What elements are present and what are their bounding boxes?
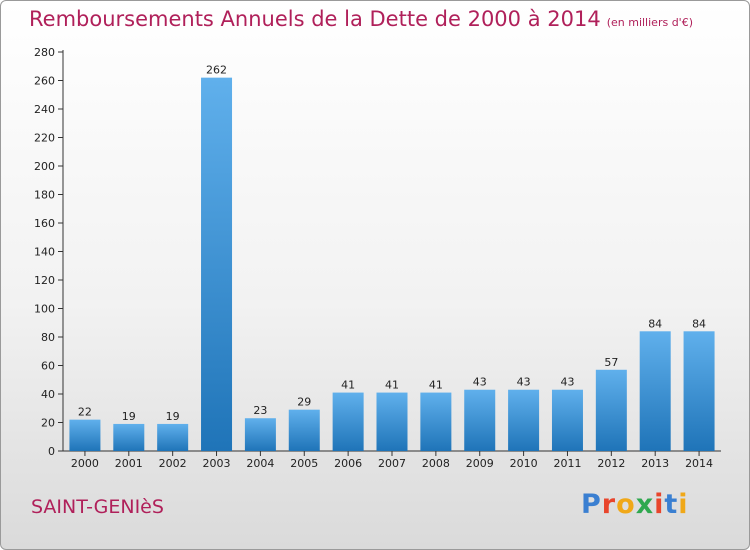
x-tick-label: 2010	[510, 457, 538, 470]
y-tick-label: 100	[34, 303, 55, 316]
y-tick-label: 260	[34, 75, 55, 88]
data-label-2002: 19	[166, 410, 180, 423]
x-tick-label: 2008	[422, 457, 450, 470]
data-label-2006: 41	[341, 379, 355, 392]
data-label-2014: 84	[692, 317, 706, 330]
data-label-2011: 43	[560, 376, 574, 389]
bar-2000	[69, 419, 101, 451]
logo-letter: P	[581, 489, 602, 520]
y-tick-label: 40	[41, 388, 55, 401]
y-tick-label: 160	[34, 217, 55, 230]
y-tick-label: 220	[34, 132, 55, 145]
logo-letter: t	[664, 489, 679, 520]
y-tick-label: 180	[34, 189, 55, 202]
x-tick-label: 2011	[553, 457, 581, 470]
x-tick-label: 2007	[378, 457, 406, 470]
x-tick-label: 2009	[466, 457, 494, 470]
x-tick-label: 2013	[641, 457, 669, 470]
logo-letter: i	[678, 489, 689, 520]
data-label-2003: 262	[206, 64, 227, 77]
x-tick-label: 2014	[685, 457, 713, 470]
y-tick-label: 80	[41, 331, 55, 344]
data-labels: 22 19 19 262 23 29 41 41 41 43 43 43 57 84 84	[78, 64, 706, 423]
bar-2013	[639, 331, 671, 451]
y-tick-label: 140	[34, 246, 55, 259]
bar-2005	[288, 409, 320, 451]
y-tick-label: 120	[34, 274, 55, 287]
x-tick-label: 2012	[597, 457, 625, 470]
x-tick-label: 2000	[71, 457, 99, 470]
data-label-2007: 41	[385, 379, 399, 392]
bar-2012	[595, 369, 627, 451]
bar-2010	[508, 389, 540, 451]
bar-2003	[201, 77, 233, 452]
x-tick-label: 2006	[334, 457, 362, 470]
y-tick-label: 60	[41, 360, 55, 373]
data-label-2000: 22	[78, 406, 92, 419]
logo-letter: x	[635, 489, 655, 520]
logo-letter: o	[616, 489, 636, 520]
data-label-2012: 57	[604, 356, 618, 369]
proxiti-logo[interactable]: Proxiti	[581, 489, 689, 520]
y-tick-label: 0	[48, 445, 55, 458]
x-tick-label: 2005	[290, 457, 318, 470]
unit-text: (en milliers d'€)	[606, 16, 693, 29]
title-text: Remboursements Annuels de la Dette de 20…	[29, 7, 601, 31]
data-label-2004: 23	[253, 404, 267, 417]
logo-letter: i	[654, 489, 665, 520]
x-axis: 2000 2001 2002 2003 2004 2005 2006 2007 2008 2009…	[63, 450, 721, 470]
logo-letter: r	[601, 489, 617, 520]
bar-2001	[113, 423, 145, 451]
bar-2007	[376, 392, 408, 451]
x-tick-label: 2001	[115, 457, 143, 470]
bar-2008	[420, 392, 452, 451]
y-tick-label: 280	[34, 46, 55, 59]
y-tick-label: 240	[34, 103, 55, 116]
data-label-2005: 29	[297, 396, 311, 409]
data-label-2009: 43	[473, 376, 487, 389]
bars	[69, 77, 715, 452]
bar-2002	[157, 423, 189, 451]
y-tick-label: 20	[41, 417, 55, 430]
x-tick-label: 2004	[246, 457, 274, 470]
bar-2011	[551, 389, 583, 451]
chart-title: Remboursements Annuels de la Dette de 20…	[29, 7, 693, 31]
data-label-2008: 41	[429, 379, 443, 392]
commune-name: SAINT-GENIèS	[31, 496, 164, 518]
data-label-2001: 19	[122, 410, 136, 423]
data-label-2010: 43	[517, 376, 531, 389]
bar-2009	[464, 389, 496, 451]
x-tick-label: 2002	[159, 457, 187, 470]
bar-2004	[244, 418, 276, 451]
bar-2006	[332, 392, 364, 451]
data-label-2013: 84	[648, 317, 662, 330]
bar-2014	[683, 331, 715, 451]
x-tick-label: 2003	[203, 457, 231, 470]
y-tick-label: 200	[34, 160, 55, 173]
y-axis: 0 20 40 60 80 100 120 140 160 180 200 220 240 260 280	[34, 46, 64, 458]
